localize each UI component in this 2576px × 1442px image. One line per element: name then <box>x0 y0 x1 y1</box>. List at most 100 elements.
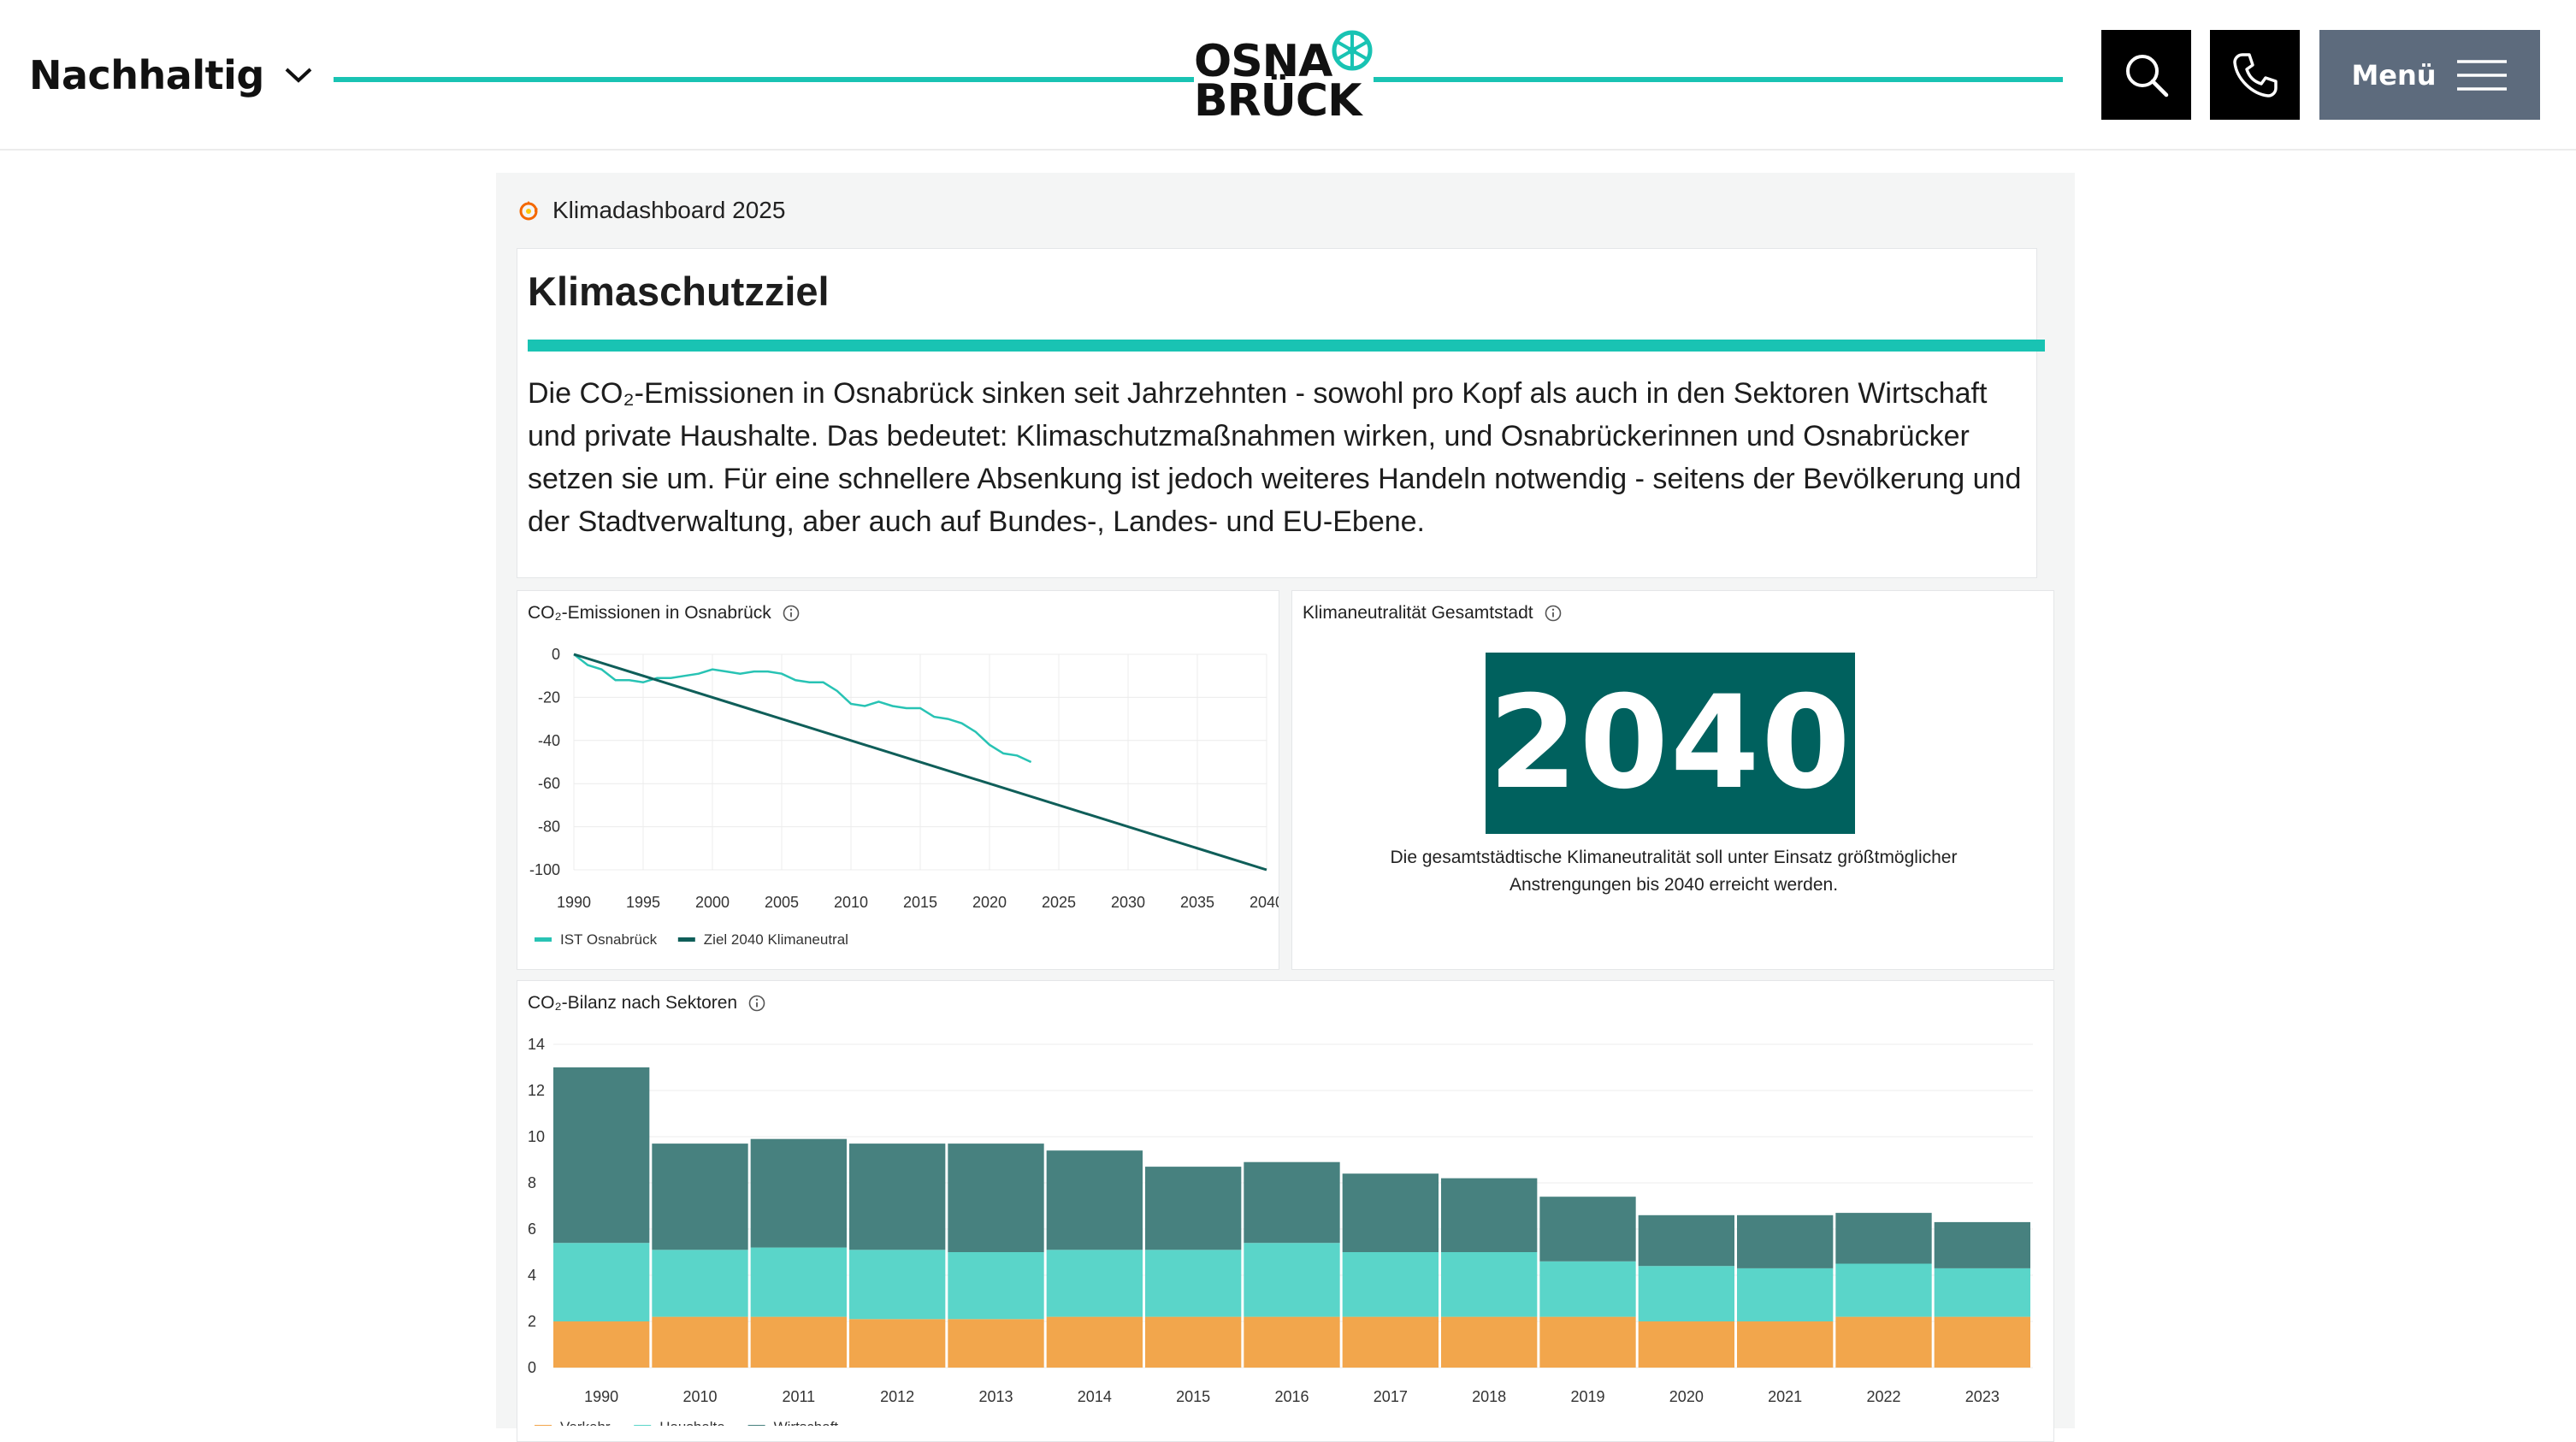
x-tick-label: 2013 <box>978 1388 1013 1405</box>
sector-bar-panel: CO₂-Bilanz nach Sektoren 0 2 4 6 8 10 12 14 1990… <box>517 980 2054 1442</box>
kpi-title: Klimaneutralität Gesamtstadt <box>1303 603 1533 623</box>
x-tick-label: 2017 <box>1374 1388 1408 1405</box>
climate-dashboard: Klimadashboard 2025 Klimaschutzziel Die … <box>496 173 2075 1442</box>
info-icon[interactable] <box>747 994 766 1013</box>
kpi-panel-title-row: Klimaneutralität Gesamtstadt <box>1303 603 1563 623</box>
search-icon <box>2125 54 2168 97</box>
bar-verkehr <box>1046 1316 1143 1368</box>
bar-chart-title: CO₂-Bilanz nach Sektoren <box>528 993 738 1013</box>
menu-button[interactable]: Menü <box>2319 30 2540 120</box>
info-icon[interactable] <box>1544 604 1563 623</box>
x-tick-label: 2012 <box>880 1388 914 1405</box>
legend-swatch <box>747 1425 765 1426</box>
bar-haushalte <box>1145 1250 1242 1317</box>
info-icon[interactable] <box>782 604 801 623</box>
bar-wirtschaft <box>1835 1213 1932 1264</box>
dashboard-title-row: Klimadashboard 2025 <box>517 197 785 224</box>
x-tick-label: 2022 <box>1866 1388 1900 1405</box>
bar-verkehr <box>1539 1316 1636 1368</box>
x-tick-label: 2016 <box>1274 1388 1309 1405</box>
y-tick-label: 12 <box>528 1082 545 1099</box>
menu-label: Menü <box>2351 58 2437 92</box>
y-tick-label: 10 <box>528 1128 545 1145</box>
line-chart-title: CO₂-Emissionen in Osnabrück <box>528 603 771 623</box>
bar-verkehr <box>1934 1316 2030 1368</box>
bar-wirtschaft <box>1737 1214 1834 1268</box>
x-tick-label: 2015 <box>903 894 937 911</box>
bar-verkehr <box>1638 1321 1734 1368</box>
line-series-ziel <box>573 653 1267 872</box>
logo-text-line2: BRÜCK <box>1194 75 1362 127</box>
header-accent-line-left <box>334 77 1206 82</box>
header-accent-line-right <box>1365 77 2063 82</box>
bar-wirtschaft <box>652 1144 748 1250</box>
bar-haushalte <box>1835 1263 1932 1317</box>
x-tick-label: 2015 <box>1176 1388 1210 1405</box>
section-dropdown[interactable]: Nachhaltig <box>29 46 314 104</box>
bar-verkehr <box>1441 1316 1538 1368</box>
bar-haushalte <box>750 1247 847 1317</box>
x-tick-label: 2010 <box>682 1388 717 1405</box>
bar-haushalte <box>652 1250 748 1317</box>
x-tick-label: 2020 <box>1669 1388 1704 1405</box>
chevron-down-icon <box>285 68 312 83</box>
line-panel-title-row: CO₂-Emissionen in Osnabrück <box>528 603 801 623</box>
x-tick-label: 2040 <box>1250 894 1279 911</box>
x-tick-label: 2025 <box>1042 894 1076 911</box>
bar-wirtschaft <box>1046 1150 1143 1250</box>
bar-verkehr <box>1835 1316 1932 1368</box>
legend-swatch <box>677 937 695 942</box>
bar-wirtschaft <box>948 1144 1044 1252</box>
bar-haushalte <box>1046 1250 1143 1317</box>
line-series-ist <box>573 653 1032 764</box>
section-label: Nachhaltig <box>29 52 264 98</box>
y-tick-label: -20 <box>538 688 560 706</box>
y-tick-label: 14 <box>528 1036 545 1053</box>
grafana-icon <box>519 201 538 221</box>
hamburger-icon <box>2456 59 2507 91</box>
bar-verkehr <box>1342 1316 1439 1368</box>
y-tick-label: -40 <box>538 732 560 749</box>
line-chart: 0 -20 -40 -60 -80 -100 1990 1995 2000 2005 2010 201… <box>529 646 1279 948</box>
wheel-icon <box>1332 30 1373 71</box>
y-tick-label: 0 <box>528 1359 536 1376</box>
intro-panel: Klimaschutzziel Die CO₂-Emissionen in Os… <box>517 248 2045 578</box>
legend-swatch <box>535 937 552 942</box>
bar-verkehr <box>1244 1316 1340 1368</box>
climate-neutrality-panel: Klimaneutralität Gesamtstadt 2040 Die ge… <box>1291 590 2054 970</box>
bar-wirtschaft <box>1342 1173 1439 1252</box>
x-tick-label: 2030 <box>1111 894 1145 911</box>
bar-wirtschaft <box>1145 1167 1242 1250</box>
x-tick-label: 1990 <box>557 894 591 911</box>
emissions-line-panel: CO₂-Emissionen in Osnabrück 0 -20 -40 -60 -8… <box>517 590 1279 970</box>
bar-panel-title-row: CO₂-Bilanz nach Sektoren <box>528 993 766 1014</box>
phone-button[interactable] <box>2210 30 2300 120</box>
x-tick-label: 2020 <box>972 894 1007 911</box>
bar-verkehr <box>553 1321 650 1368</box>
dashboard-title: Klimadashboard 2025 <box>552 197 786 223</box>
bar-wirtschaft <box>553 1067 650 1244</box>
osnabrueck-logo[interactable]: OSNA BRÜCK <box>1194 29 1374 127</box>
y-tick-label: 0 <box>552 646 560 663</box>
legend-label: Verkehr <box>560 1419 611 1426</box>
legend-swatch <box>535 1425 552 1426</box>
bar-verkehr <box>1737 1321 1834 1368</box>
bar-haushalte <box>553 1243 650 1321</box>
y-tick-label: -100 <box>529 861 560 878</box>
bar-wirtschaft <box>1539 1197 1636 1262</box>
search-button[interactable] <box>2101 30 2191 120</box>
intro-text: Die CO₂-Emissionen in Osnabrück sinken s… <box>528 377 2022 538</box>
bar-haushalte <box>1934 1268 2030 1317</box>
bar-chart: 0 2 4 6 8 10 12 14 1990 2010 2011 2012 2013 2014 2015 2… <box>528 1036 2033 1426</box>
x-tick-label: 2010 <box>834 894 868 911</box>
y-tick-label: 8 <box>528 1174 536 1191</box>
bar-haushalte <box>1244 1243 1340 1317</box>
legend-label: Wirtschaft <box>774 1419 839 1426</box>
x-tick-label: 2023 <box>1965 1388 2000 1405</box>
x-tick-label: 2021 <box>1768 1388 1802 1405</box>
x-tick-label: 1995 <box>626 894 660 911</box>
bar-verkehr <box>750 1316 847 1368</box>
y-tick-label: 4 <box>528 1267 536 1284</box>
x-tick-label: 2014 <box>1078 1388 1112 1405</box>
bar-haushalte <box>1441 1252 1538 1317</box>
